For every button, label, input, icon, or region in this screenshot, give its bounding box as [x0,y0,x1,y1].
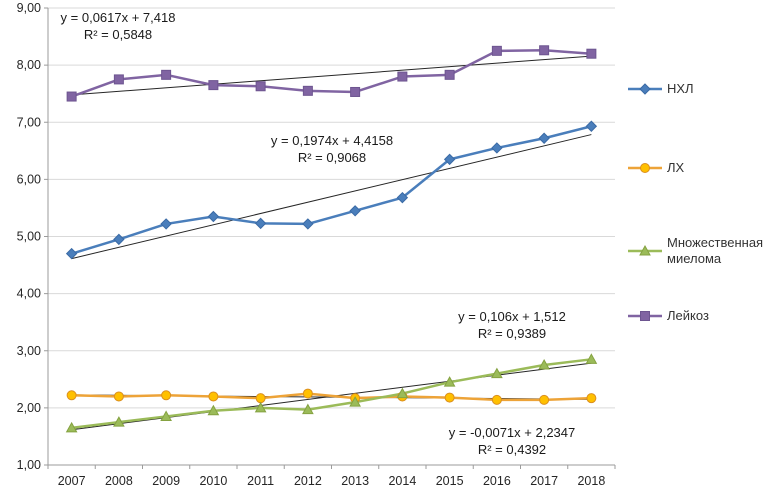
svg-text:2009: 2009 [152,474,180,488]
trend-annotation-leukemia: y = 0,0617x + 7,418 R² = 0,5848 [61,10,176,44]
legend-item-leukemia: Лейкоз [628,308,709,324]
svg-text:2007: 2007 [58,474,86,488]
svg-text:7,00: 7,00 [17,115,41,129]
legend-label-nhl: НХЛ [667,81,694,96]
svg-text:2015: 2015 [436,474,464,488]
legend-item-lh: ЛХ [628,160,684,176]
svg-text:6,00: 6,00 [17,172,41,186]
svg-text:2014: 2014 [388,474,416,488]
svg-text:3,00: 3,00 [17,344,41,358]
trend-r2: R² = 0,9068 [297,149,367,165]
trend-annotation-nhl: y = 0,1974x + 4,4158 R² = 0,9068 [271,133,393,167]
legend-item-nhl: НХЛ [628,81,694,97]
svg-text:2016: 2016 [483,474,511,488]
svg-text:2013: 2013 [341,474,369,488]
svg-text:5,00: 5,00 [17,230,41,244]
legend-item-myeloma: Множественная миелома [628,235,767,266]
svg-text:2,00: 2,00 [17,401,41,415]
svg-text:2012: 2012 [294,474,322,488]
legend-marker-myeloma-icon [628,244,662,256]
svg-text:9,00: 9,00 [17,1,41,15]
trend-equation: y = 0,106x + 1,512 [458,309,566,324]
trend-annotation-hodgkin: y = -0,0071x + 2,2347 R² = 0,4392 [449,425,575,459]
legend-label-myeloma: Множественная миелома [667,235,764,266]
svg-text:4,00: 4,00 [17,287,41,301]
legend-label-lh: ЛХ [667,160,685,175]
trend-r2: R² = 0,9389 [477,325,547,341]
trend-equation: y = 0,1974x + 4,4158 [270,133,394,148]
svg-text:2018: 2018 [577,474,605,488]
svg-text:2008: 2008 [105,474,133,488]
legend-marker-lh-icon [628,162,662,173]
svg-text:2017: 2017 [530,474,558,488]
legend-marker-nhl-icon [628,83,662,95]
svg-text:1,00: 1,00 [17,458,41,472]
trend-r2: R² = 0,4392 [477,441,547,457]
svg-text:2010: 2010 [199,474,227,488]
legend-label-leukemia: Лейкоз [667,308,709,323]
legend-marker-leukemia-icon [628,310,662,321]
trend-r2: R² = 0,5848 [83,26,153,42]
trend-equation: y = 0,0617x + 7,418 [60,10,176,25]
trend-equation: y = -0,0071x + 2,2347 [448,425,576,440]
trend-annotation-myeloma: y = 0,106x + 1,512 R² = 0,9389 [458,309,566,343]
svg-text:8,00: 8,00 [17,58,41,72]
svg-text:2011: 2011 [247,474,274,488]
